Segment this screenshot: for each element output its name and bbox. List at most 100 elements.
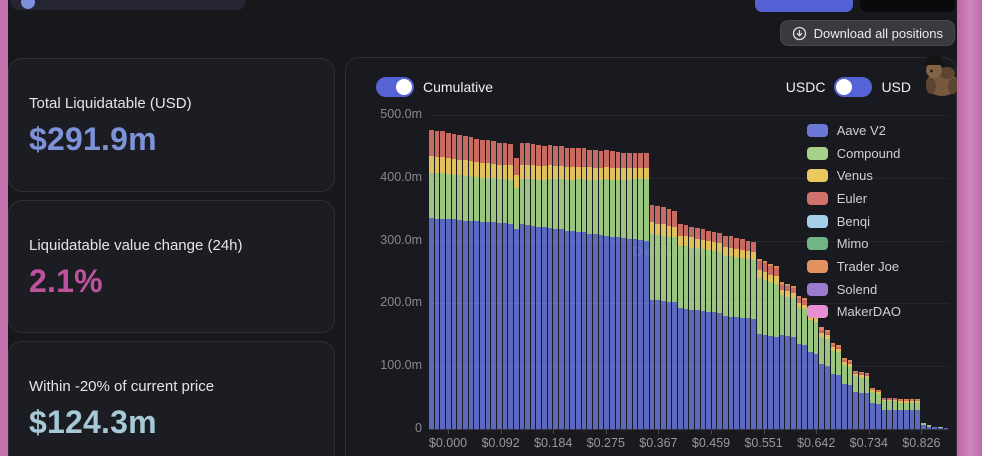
stacked-bar[interactable] (740, 239, 745, 429)
stacked-bar[interactable] (547, 145, 553, 429)
stacked-bar[interactable] (610, 151, 615, 429)
stacked-bar[interactable] (717, 233, 723, 429)
stacked-bar[interactable] (655, 206, 660, 429)
secondary-action-button-cut[interactable] (860, 0, 955, 12)
stacked-bar[interactable] (757, 258, 762, 429)
stacked-bar[interactable] (457, 135, 462, 429)
stacked-bar[interactable] (638, 152, 643, 429)
stacked-bar[interactable] (762, 260, 768, 429)
stacked-bar[interactable] (689, 226, 694, 429)
stacked-bar[interactable] (892, 397, 898, 429)
stacked-bar[interactable] (881, 397, 887, 429)
stacked-bar[interactable] (536, 145, 542, 429)
stacked-bar[interactable] (564, 147, 570, 429)
stacked-bar[interactable] (723, 235, 728, 429)
stacked-bar[interactable] (700, 229, 706, 429)
stacked-bar[interactable] (785, 283, 790, 429)
stacked-bar[interactable] (706, 230, 711, 429)
stacked-bar[interactable] (542, 145, 547, 429)
stacked-bar[interactable] (711, 231, 717, 429)
stacked-bar[interactable] (841, 358, 847, 429)
stacked-bar[interactable] (751, 241, 757, 429)
stacked-bar[interactable] (649, 204, 655, 429)
stacked-bar[interactable] (643, 152, 649, 429)
stacked-bar[interactable] (830, 343, 836, 429)
stacked-bar[interactable] (824, 329, 830, 429)
stacked-bar[interactable] (921, 422, 926, 429)
stacked-bar[interactable] (819, 327, 824, 429)
stacked-bar[interactable] (734, 238, 740, 429)
stacked-bar[interactable] (813, 311, 819, 429)
stacked-bar[interactable] (525, 143, 530, 429)
stacked-bar[interactable] (666, 209, 672, 429)
legend-item[interactable]: Venus (806, 164, 901, 187)
stacked-bar[interactable] (508, 143, 513, 429)
stacked-bar[interactable] (836, 344, 841, 429)
stacked-bar[interactable] (434, 131, 440, 429)
stacked-bar[interactable] (864, 373, 870, 429)
stacked-bar[interactable] (445, 133, 451, 429)
primary-action-button-cut[interactable] (755, 0, 853, 12)
stacked-bar[interactable] (791, 285, 796, 429)
stacked-bar[interactable] (440, 131, 445, 429)
cumulative-toggle[interactable] (376, 77, 414, 97)
stacked-bar[interactable] (485, 140, 491, 429)
stacked-bar[interactable] (745, 241, 751, 429)
stacked-bar[interactable] (768, 263, 774, 429)
stacked-bar[interactable] (853, 370, 858, 429)
stacked-bar[interactable] (677, 224, 683, 429)
stacked-bar[interactable] (593, 150, 598, 429)
stacked-bar[interactable] (807, 309, 813, 429)
stacked-bar[interactable] (462, 135, 468, 429)
stacked-bar[interactable] (570, 148, 576, 429)
stacked-bar[interactable] (519, 143, 525, 429)
legend-item[interactable]: Solend (806, 278, 901, 301)
stacked-bar[interactable] (728, 236, 734, 429)
stacked-bar[interactable] (632, 152, 638, 429)
stacked-bar[interactable] (598, 150, 604, 429)
currency-usdc-label[interactable]: USDC (785, 79, 826, 95)
stacked-bar[interactable] (626, 152, 632, 429)
legend-item[interactable]: Trader Joe (806, 255, 901, 278)
stacked-bar[interactable] (796, 295, 802, 429)
stacked-bar[interactable] (932, 426, 938, 429)
stacked-bar[interactable] (915, 398, 921, 429)
legend-item[interactable]: Aave V2 (806, 119, 901, 142)
stacked-bar[interactable] (909, 398, 915, 429)
stacked-bar[interactable] (938, 427, 943, 429)
stacked-bar[interactable] (672, 210, 677, 429)
stacked-bar[interactable] (530, 143, 536, 429)
stacked-bar[interactable] (875, 390, 881, 429)
legend-item[interactable]: Benqi (806, 210, 901, 233)
stacked-bar[interactable] (858, 371, 864, 429)
stacked-bar[interactable] (496, 142, 502, 429)
stacked-bar[interactable] (513, 157, 519, 429)
stacked-bar[interactable] (683, 224, 689, 429)
stacked-bar[interactable] (774, 265, 779, 429)
stacked-bar[interactable] (587, 149, 593, 429)
stacked-bar[interactable] (429, 130, 434, 429)
stacked-bar[interactable] (694, 228, 700, 429)
stacked-bar[interactable] (943, 427, 949, 429)
stacked-bar[interactable] (559, 146, 564, 429)
stacked-bar[interactable] (502, 142, 508, 429)
stacked-bar[interactable] (802, 297, 807, 429)
stacked-bar[interactable] (870, 387, 875, 429)
stacked-bar[interactable] (468, 137, 474, 429)
stacked-bar[interactable] (847, 359, 853, 429)
stacked-bar[interactable] (615, 152, 621, 429)
stacked-bar[interactable] (474, 138, 479, 429)
stacked-bar[interactable] (898, 398, 904, 429)
stacked-bar[interactable] (604, 150, 609, 429)
legend-item[interactable]: Euler (806, 187, 901, 210)
stacked-bar[interactable] (660, 207, 666, 429)
stacked-bar[interactable] (621, 152, 626, 429)
stacked-bar[interactable] (553, 146, 559, 429)
download-all-positions-button[interactable]: Download all positions (779, 20, 955, 46)
stacked-bar[interactable] (926, 424, 932, 429)
stacked-bar[interactable] (576, 148, 581, 429)
currency-usd-label[interactable]: USD (881, 79, 911, 95)
stacked-bar[interactable] (581, 148, 587, 429)
legend-item[interactable]: MakerDAO (806, 301, 901, 324)
stacked-bar[interactable] (451, 133, 457, 429)
